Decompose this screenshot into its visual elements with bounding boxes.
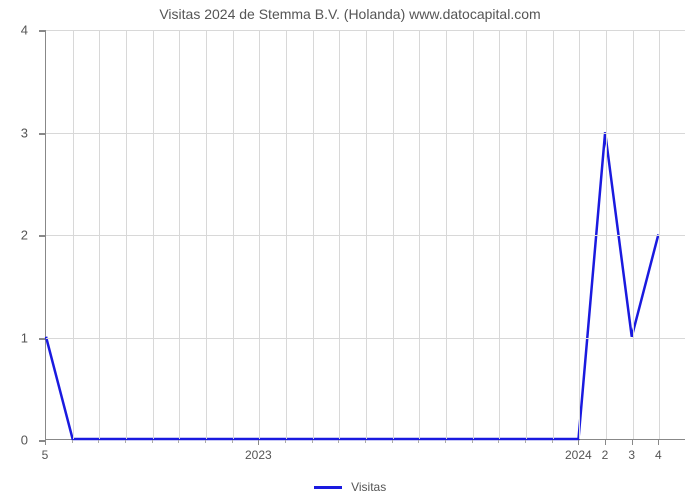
xtick-minor: [472, 440, 473, 443]
gridline-v: [99, 30, 100, 439]
gridline-v: [259, 30, 260, 439]
ytick-label: 3: [0, 125, 28, 140]
gridline-v: [579, 30, 580, 439]
xtick-minor: [365, 440, 366, 443]
legend-label: Visitas: [351, 480, 386, 494]
xtick: [578, 440, 579, 445]
ytick-label: 1: [0, 330, 28, 345]
xtick-minor: [232, 440, 233, 443]
gridline-v: [126, 30, 127, 439]
x-axis: 5 2023 2024 2 3 4: [45, 440, 685, 464]
xtick-minor: [525, 440, 526, 443]
gridline-v: [286, 30, 287, 439]
gridline-v: [473, 30, 474, 439]
xtick: [258, 440, 259, 445]
xtick-minor: [338, 440, 339, 443]
xtick-minor: [125, 440, 126, 443]
xtick-minor: [98, 440, 99, 443]
gridline-v: [633, 30, 634, 439]
ytick-label: 2: [0, 228, 28, 243]
xtick-minor: [445, 440, 446, 443]
xtick: [658, 440, 659, 445]
gridline-v: [606, 30, 607, 439]
xtick-minor: [72, 440, 73, 443]
gridline-v: [659, 30, 660, 439]
xtick: [605, 440, 606, 445]
gridline-v: [233, 30, 234, 439]
gridline-v: [526, 30, 527, 439]
xtick-minor: [418, 440, 419, 443]
legend: Visitas: [0, 480, 700, 494]
gridline-v: [313, 30, 314, 439]
xtick-minor: [392, 440, 393, 443]
ytick: [39, 235, 45, 237]
xtick: [632, 440, 633, 445]
xtick: [45, 440, 46, 445]
xtick-minor: [312, 440, 313, 443]
gridline-v: [73, 30, 74, 439]
gridline-v: [553, 30, 554, 439]
plot-area: [45, 30, 685, 440]
xtick-minor: [285, 440, 286, 443]
xtick-label: 2023: [245, 448, 272, 462]
xtick-label: 4: [655, 448, 662, 462]
gridline-v: [393, 30, 394, 439]
ytick-label: 0: [0, 433, 28, 448]
gridline-v: [499, 30, 500, 439]
gridline-v: [179, 30, 180, 439]
xtick-minor: [498, 440, 499, 443]
xtick-label: 2: [602, 448, 609, 462]
gridline-v: [339, 30, 340, 439]
xtick-minor: [178, 440, 179, 443]
gridline-v: [206, 30, 207, 439]
xtick-minor: [552, 440, 553, 443]
legend-line-swatch: [314, 486, 342, 489]
gridline-v: [366, 30, 367, 439]
gridline-v: [153, 30, 154, 439]
xtick-label: 2024: [565, 448, 592, 462]
chart-title: Visitas 2024 de Stemma B.V. (Holanda) ww…: [0, 6, 700, 22]
ytick-label: 4: [0, 23, 28, 38]
xtick-label: 3: [628, 448, 635, 462]
chart-container: Visitas 2024 de Stemma B.V. (Holanda) ww…: [0, 0, 700, 500]
xtick-minor: [152, 440, 153, 443]
gridline-v: [446, 30, 447, 439]
xtick-minor: [205, 440, 206, 443]
xtick-label: 5: [42, 448, 49, 462]
gridline-v: [419, 30, 420, 439]
ytick: [39, 133, 45, 135]
ytick: [39, 338, 45, 340]
series-line: [46, 132, 658, 439]
ytick: [39, 30, 45, 32]
